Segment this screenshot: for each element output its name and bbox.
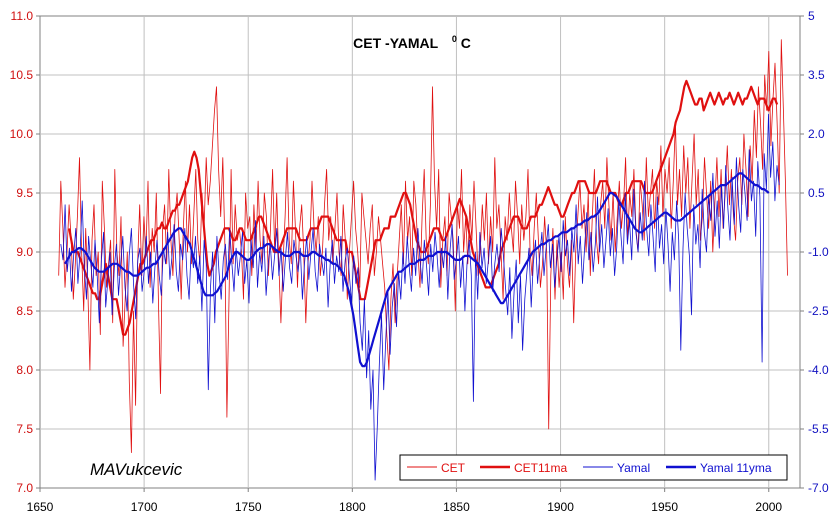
chart-title: CET -YAMAL 0 C: [353, 29, 471, 51]
y-left-tick-label: 10.5: [10, 68, 34, 82]
legend-label-cet: CET: [441, 461, 466, 475]
author-signature: MAVukcevic: [90, 460, 183, 479]
legend-label-yamal: Yamal: [617, 461, 650, 475]
y-left-tick-label: 11.0: [11, 9, 34, 23]
y-left-tick-label: 9.0: [16, 245, 33, 259]
y-right-tick-label: 0.5: [808, 186, 825, 200]
x-tick-label: 1750: [235, 500, 262, 514]
legend: CET CET11ma Yamal Yamal 11yma: [399, 454, 788, 481]
y-right-tick-label: 5: [808, 9, 815, 23]
series-line-yamal-11yma: [64, 172, 770, 368]
x-tick-label: 1950: [651, 500, 678, 514]
legend-label-cet11ma: CET11ma: [514, 461, 567, 475]
y-left-tick-label: 9.5: [16, 186, 33, 200]
y-right-tick-label: -5.5: [808, 422, 829, 436]
y-right-tick-label: -1.0: [808, 245, 829, 259]
series-line-cet11ma: [68, 79, 779, 336]
y-left-tick-label: 7.5: [16, 422, 33, 436]
y-left-tick-label: 10.0: [10, 127, 34, 141]
y-left-tick-label: 8.0: [16, 363, 33, 377]
y-right-tick-label: -4.0: [808, 363, 829, 377]
y-right-tick-label: -7.0: [808, 481, 829, 495]
x-tick-label: 1800: [339, 500, 366, 514]
series-line-cet: [58, 39, 788, 454]
title-unit-superscript: 0: [452, 34, 457, 44]
x-tick-label: 1850: [443, 500, 470, 514]
y-left-tick-label: 8.5: [16, 304, 33, 318]
y-right-tick-label: 3.5: [808, 68, 825, 82]
legend-label-yamal11yma: Yamal 11yma: [700, 461, 772, 475]
x-tick-label: 1900: [547, 500, 574, 514]
series-layer: [58, 39, 788, 481]
y-left-tick-label: 7.0: [16, 481, 33, 495]
x-tick-label: 2000: [755, 500, 782, 514]
y-right-tick-label: -2.5: [808, 304, 829, 318]
x-tick-label: 1650: [27, 500, 54, 514]
x-tick-label: 1700: [131, 500, 158, 514]
title-unit: C: [461, 35, 471, 51]
axes: 1650 1700 1750 1800 1850 1900 1950 2000 7.0 7.5 8.…: [10, 9, 829, 514]
y-right-tick-label: 2.0: [808, 127, 825, 141]
